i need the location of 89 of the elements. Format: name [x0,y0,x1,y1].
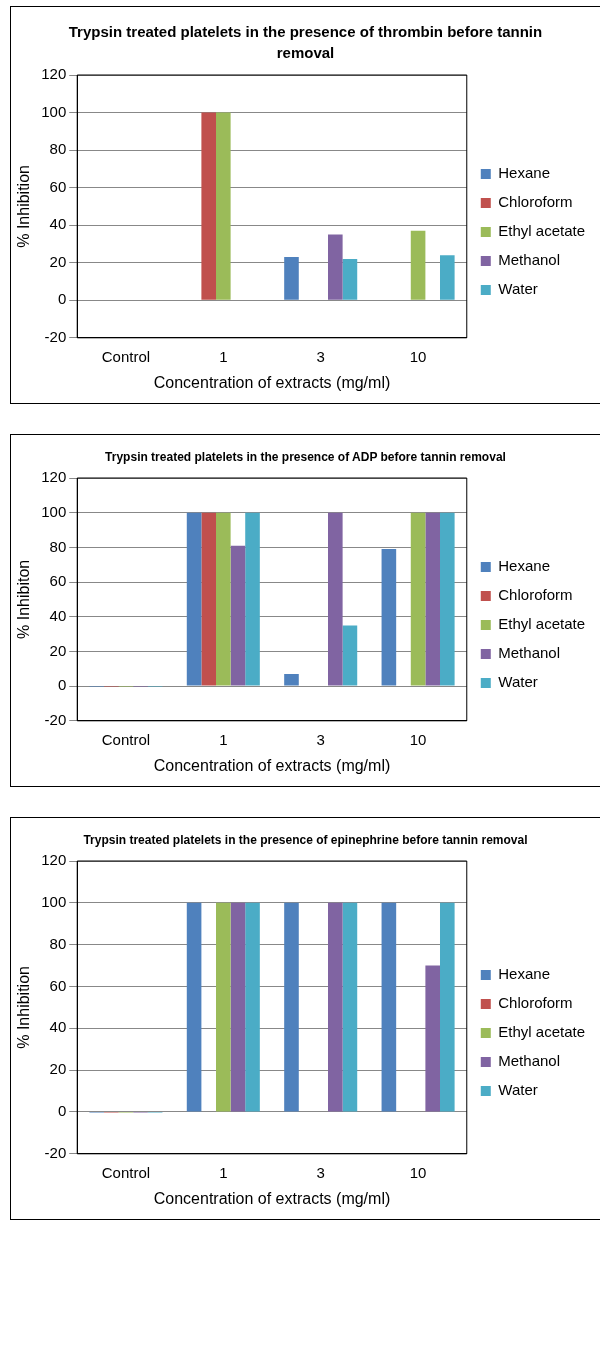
y-tick-label: 100 [41,892,67,910]
y-tick-label: 60 [49,976,67,994]
bar [245,902,260,1112]
legend-label: Hexane [498,964,550,982]
x-tick-label: 3 [316,1163,325,1181]
bar [245,512,260,686]
x-tick-label: 1 [219,347,228,365]
y-tick-label: 100 [41,502,67,520]
bar [440,512,455,686]
chart-title: Trypsin treated platelets in the presence of epinephrine before tannin removal [82,831,529,849]
y-tick-label: 80 [49,537,67,555]
y-tick-label: -20 [44,710,67,728]
legend-label: Chloroform [498,585,573,603]
y-tick-label: 0 [57,290,67,308]
y-tick-label: 60 [49,177,67,195]
bar [230,545,246,686]
legend-label: Ethyl acetate [498,1022,585,1040]
x-tick-label: Control [101,347,151,365]
x-axis-title: Concentration of extracts (mg/ml) [153,373,391,391]
y-tick-label: 40 [49,606,67,624]
bar [328,234,343,300]
legend-label: Water [498,1080,538,1098]
bar [425,965,440,1112]
legend-label: Ethyl acetate [498,222,585,240]
y-tick-label: -20 [44,1143,67,1161]
y-tick-label: 40 [49,1018,67,1036]
y-tick-label: 80 [49,140,67,158]
bar [381,548,397,686]
x-tick-label: 1 [219,1163,228,1181]
y-tick-label: 0 [57,1101,67,1119]
y-axis-title: % Inhibition [15,965,33,1049]
y-tick-label: 20 [49,1059,67,1077]
x-axis-title: Concentration of extracts (mg/ml) [153,756,391,774]
legend-label: Ethyl acetate [498,614,585,632]
y-tick-label: 120 [41,65,67,83]
legend-label: Chloroform [498,993,573,1011]
bar [342,625,358,686]
x-tick-label: 3 [316,730,325,748]
bar [381,902,397,1112]
bar [410,512,426,686]
legend-label: Hexane [498,164,550,182]
y-tick-label: 120 [41,850,67,868]
y-tick-label: 20 [49,641,67,659]
legend-label: Water [498,672,538,690]
bar [216,112,231,300]
bar [284,673,299,686]
x-tick-label: 10 [409,347,427,365]
y-tick-label: 0 [57,676,67,694]
bar [201,112,217,300]
bar [342,258,358,300]
chart-title: Trypsin treated platelets in the presence of thrombin before tannin removal [67,22,544,63]
chart-title: Trypsin treated platelets in the presence of ADP before tannin removal [104,449,507,466]
bar [328,902,343,1112]
x-tick-label: Control [101,1163,151,1181]
bar [284,257,299,300]
bar [216,902,231,1112]
y-tick-label: 60 [49,571,67,589]
bar [425,512,440,686]
legend-label: Methanol [498,1051,560,1069]
y-tick-label: 100 [41,102,67,120]
bar [216,512,231,686]
bar [328,512,343,686]
bar [186,512,202,686]
legend-label: Water [498,280,538,298]
x-tick-label: 10 [409,730,427,748]
bar [342,902,358,1112]
bar [201,512,217,686]
x-axis-title: Concentration of extracts (mg/ml) [153,1189,391,1207]
x-tick-label: 10 [409,1163,427,1181]
legend-label: Methanol [498,643,560,661]
y-tick-label: 40 [49,215,67,233]
bar [186,902,202,1112]
y-tick-label: 120 [41,467,67,485]
x-tick-label: 1 [219,730,228,748]
y-axis-title: % Inhibition [15,165,33,248]
x-tick-label: Control [101,730,151,748]
x-tick-label: 3 [316,347,325,365]
y-axis-title: % Inhibiton [15,559,33,639]
legend-label: Methanol [498,251,560,269]
bar [440,255,455,300]
bar [410,230,426,300]
y-tick-label: 80 [49,934,67,952]
legend-label: Hexane [498,556,550,574]
y-tick-label: -20 [44,327,67,345]
bar [230,902,246,1112]
legend-label: Chloroform [498,193,573,211]
bar [284,902,299,1112]
y-tick-label: 20 [49,252,67,270]
bar [440,902,455,1112]
